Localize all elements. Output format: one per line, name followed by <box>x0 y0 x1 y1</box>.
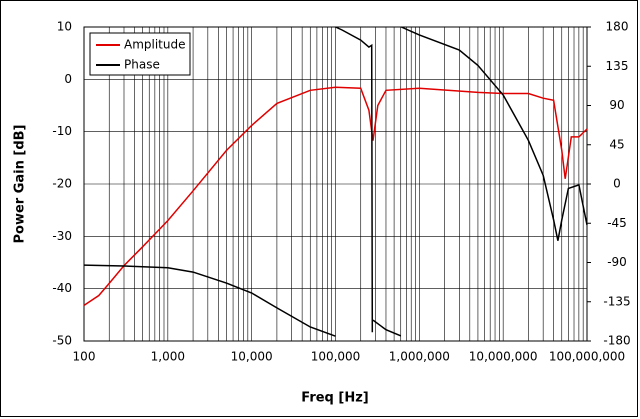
x-tick-label: 100,000 <box>311 350 361 364</box>
y2-tick-label: -45 <box>607 216 627 230</box>
y2-tick-label: 0 <box>613 177 621 191</box>
y2-tick-label: 135 <box>606 59 629 73</box>
y-tick-label: 0 <box>64 72 72 86</box>
legend-box <box>89 32 191 76</box>
y-tick-label: -40 <box>52 281 72 295</box>
x-tick-label: 100,000,000 <box>549 350 625 364</box>
y2-tick-label: 180 <box>606 20 629 34</box>
y-tick-label: -10 <box>52 124 72 138</box>
legend-label: Amplitude <box>124 38 186 52</box>
legend-label: Phase <box>124 58 160 72</box>
series-line <box>83 86 588 307</box>
x-axis-title: Freq [Hz] <box>301 391 368 406</box>
y-tick-label: -20 <box>52 177 72 191</box>
series-line <box>83 26 588 337</box>
y2-tick-label: 45 <box>609 137 624 151</box>
y2-tick-label: -135 <box>603 294 630 308</box>
x-tick-label: 100 <box>73 350 96 364</box>
x-tick-label: 10,000 <box>231 350 273 364</box>
y2-tick-label: 90 <box>609 98 624 112</box>
x-tick-label: 10,000,000 <box>469 350 538 364</box>
y2-tick-label: -180 <box>603 334 630 348</box>
y2-tick-label: -90 <box>607 255 627 269</box>
y-axis-title: Power Gain [dB] <box>13 125 28 244</box>
x-tick-label: 1,000,000 <box>389 350 450 364</box>
y-tick-label: -50 <box>52 334 72 348</box>
x-tick-label: 1,000 <box>151 350 185 364</box>
y-tick-label: -30 <box>52 229 72 243</box>
y-tick-label: 10 <box>57 20 72 34</box>
